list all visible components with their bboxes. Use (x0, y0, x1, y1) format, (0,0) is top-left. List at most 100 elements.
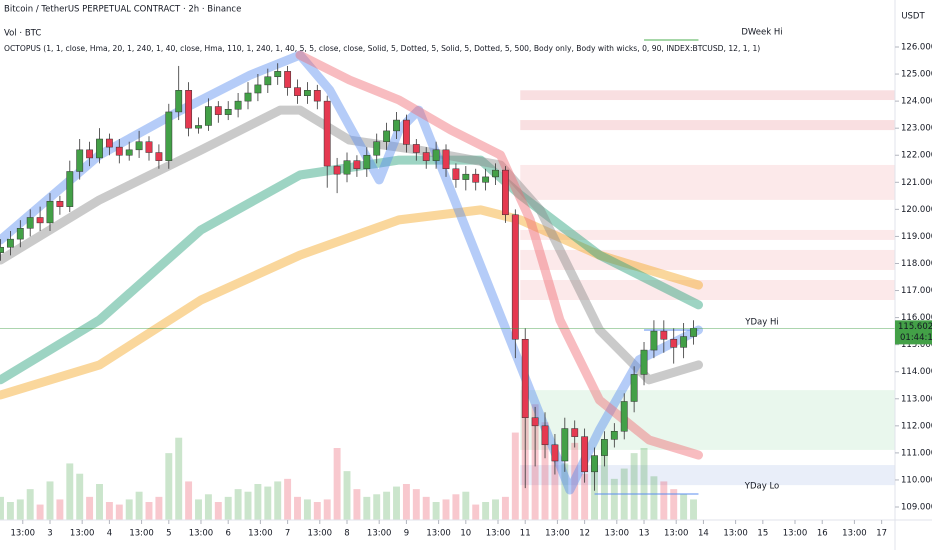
volume-bar (254, 484, 262, 520)
candle-body (155, 152, 163, 161)
volume-bar (284, 478, 292, 520)
y-tick-label: 109.000,0 (901, 503, 932, 513)
x-tick-label: 13:00 (783, 529, 808, 539)
volume-bar (224, 496, 232, 520)
x-tick-label: 3 (47, 529, 52, 539)
candle-body (46, 200, 54, 224)
x-tick-label: 13:00 (248, 529, 273, 539)
candle-body (432, 149, 440, 161)
x-tick-label: 4 (107, 529, 112, 539)
y-tick-label: 112.000,0 (901, 421, 932, 431)
volume-bar (204, 494, 212, 520)
candle-body (422, 152, 430, 161)
currency: USDT (901, 12, 925, 22)
candle-body (511, 214, 519, 340)
candle-body (125, 149, 133, 156)
candle-body (294, 87, 301, 96)
candle-body (680, 336, 688, 348)
y-tick-label: 110.000,0 (901, 475, 932, 485)
candle-body (482, 176, 490, 183)
y-tick-label: 113.000,0 (901, 394, 932, 404)
volume-bar (343, 471, 351, 520)
volume-bar (373, 494, 381, 520)
volume-bar (56, 499, 64, 520)
candle-body (561, 428, 569, 462)
candle-body (591, 455, 598, 473)
volume-bar (125, 499, 133, 520)
volume-bar (541, 422, 549, 520)
candle-body (601, 439, 608, 456)
candle-body (165, 111, 173, 161)
candle-body (452, 168, 460, 180)
x-tick-label: 9 (404, 529, 409, 539)
candle-body (630, 374, 638, 402)
volume-bar (690, 499, 697, 520)
x-tick-label: 13:00 (664, 529, 689, 539)
candle-body (660, 330, 668, 340)
candle-body (501, 169, 509, 216)
candle-body (284, 71, 292, 88)
x-tick-label: 13:00 (486, 529, 511, 539)
volume-bar (66, 463, 74, 520)
volume-bar (234, 489, 242, 520)
zone (520, 90, 895, 101)
candle-body (254, 84, 262, 94)
x-tick-label: 16 (817, 529, 828, 539)
candle-body (462, 173, 470, 180)
plot-area: DWeek Hi YDay Hi YDay Lo (0, 27, 895, 520)
volume-bar (511, 432, 519, 520)
candle-body (195, 125, 202, 129)
volume-bar (6, 502, 14, 520)
volume-bar (561, 463, 569, 520)
volume-bar (274, 481, 282, 520)
level-label: YDay Hi (744, 318, 778, 328)
volume-bar (46, 481, 54, 520)
candle-body (86, 149, 94, 159)
y-tick-label: 115.000,0 (901, 340, 932, 350)
candle-body (690, 328, 697, 337)
candle-body (393, 119, 400, 132)
volume-bar (680, 494, 688, 520)
candle-body (551, 444, 559, 462)
x-tick-label: 13:00 (11, 529, 36, 539)
x-tick-label: 6 (225, 529, 230, 539)
y-tick-label: 126.000,0 (901, 43, 932, 53)
candle-body (442, 149, 450, 170)
x-tick-label: 17 (876, 529, 887, 539)
y-tick-label: 122.000,0 (901, 151, 932, 161)
candle-body (66, 171, 74, 207)
candle-body (76, 149, 84, 172)
volume-bar (551, 453, 559, 520)
candle-body (472, 173, 480, 183)
candle-body (640, 349, 648, 375)
candle-body (323, 100, 331, 167)
candle-body (521, 338, 529, 418)
volume-bar (422, 496, 430, 520)
zone (520, 465, 895, 486)
y-tick-label: 125.000,0 (901, 70, 932, 80)
zone (520, 390, 895, 450)
volume-bar (195, 499, 202, 520)
volume-bar (323, 499, 331, 520)
volume-bar (442, 499, 450, 520)
candle-body (105, 138, 113, 148)
candle-body (26, 217, 34, 229)
x-tick-label: 13:00 (723, 529, 748, 539)
x-tick-label: 14 (698, 529, 709, 539)
candle-body (185, 90, 193, 129)
candle-body (204, 106, 212, 126)
volume-bar (145, 502, 153, 520)
volume-bar (452, 494, 460, 520)
candle-body (531, 417, 539, 427)
volume-bar (185, 481, 193, 520)
y-tick-label: 119.000,0 (901, 232, 932, 242)
candle-body (145, 141, 153, 153)
x-tick-label: 12 (579, 529, 590, 539)
candle-body (0, 246, 4, 253)
volume-bar (303, 499, 311, 520)
volume-bar (353, 489, 361, 520)
candle-body (620, 401, 628, 432)
last-price-box (895, 320, 932, 345)
zone (520, 279, 895, 301)
candle-body (353, 160, 361, 170)
